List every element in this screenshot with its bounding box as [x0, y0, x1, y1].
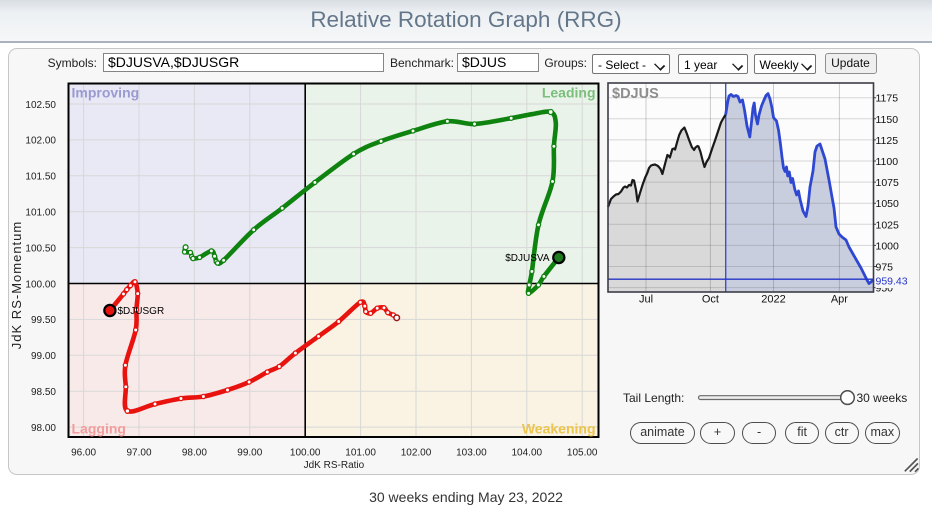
- svg-text:102.00: 102.00: [25, 136, 56, 147]
- svg-text:99.50: 99.50: [31, 315, 56, 326]
- svg-text:Jul: Jul: [639, 294, 653, 306]
- svg-text:101.00: 101.00: [25, 208, 56, 219]
- svg-text:1125: 1125: [876, 135, 899, 147]
- svg-text:1100: 1100: [876, 156, 899, 168]
- svg-text:975: 975: [876, 262, 894, 274]
- svg-text:99.00: 99.00: [237, 448, 262, 459]
- svg-text:Improving: Improving: [72, 85, 140, 101]
- svg-text:100.00: 100.00: [25, 279, 56, 290]
- svg-text:1150: 1150: [876, 114, 899, 126]
- svg-text:102.00: 102.00: [401, 448, 432, 459]
- svg-text:JdK RS-Ratio: JdK RS-Ratio: [304, 460, 365, 471]
- svg-text:100.50: 100.50: [25, 243, 56, 254]
- svg-text:Lagging: Lagging: [72, 421, 126, 437]
- svg-text:$DJUSVA: $DJUSVA: [505, 253, 550, 264]
- svg-text:101.00: 101.00: [345, 448, 376, 459]
- svg-text:104.00: 104.00: [512, 448, 543, 459]
- svg-text:$DJUSGR: $DJUSGR: [118, 306, 165, 317]
- svg-text:105.00: 105.00: [567, 448, 598, 459]
- svg-text:100.00: 100.00: [290, 448, 321, 459]
- svg-text:102.50: 102.50: [25, 100, 56, 111]
- svg-text:1025: 1025: [876, 219, 900, 231]
- svg-text:96.00: 96.00: [71, 448, 96, 459]
- svg-text:1175: 1175: [876, 93, 899, 105]
- svg-text:97.00: 97.00: [126, 448, 151, 459]
- svg-text:98.50: 98.50: [31, 387, 56, 398]
- svg-text:103.00: 103.00: [456, 448, 487, 459]
- svg-text:$DJUS: $DJUS: [612, 86, 659, 102]
- svg-text:Weakening: Weakening: [522, 421, 596, 437]
- svg-text:JdK RS-Momentum: JdK RS-Momentum: [9, 221, 24, 349]
- svg-text:2022: 2022: [761, 294, 785, 306]
- svg-text:1000: 1000: [876, 240, 900, 252]
- svg-text:Apr: Apr: [831, 294, 848, 306]
- svg-text:98.00: 98.00: [31, 423, 56, 434]
- svg-text:Leading: Leading: [542, 85, 596, 101]
- svg-text:101.50: 101.50: [25, 172, 56, 183]
- svg-text:1075: 1075: [876, 177, 900, 189]
- svg-text:98.00: 98.00: [182, 448, 207, 459]
- svg-text:99.00: 99.00: [31, 351, 56, 362]
- svg-text:1050: 1050: [876, 198, 900, 210]
- svg-text:Oct: Oct: [702, 294, 719, 306]
- svg-text:959.43: 959.43: [876, 276, 908, 288]
